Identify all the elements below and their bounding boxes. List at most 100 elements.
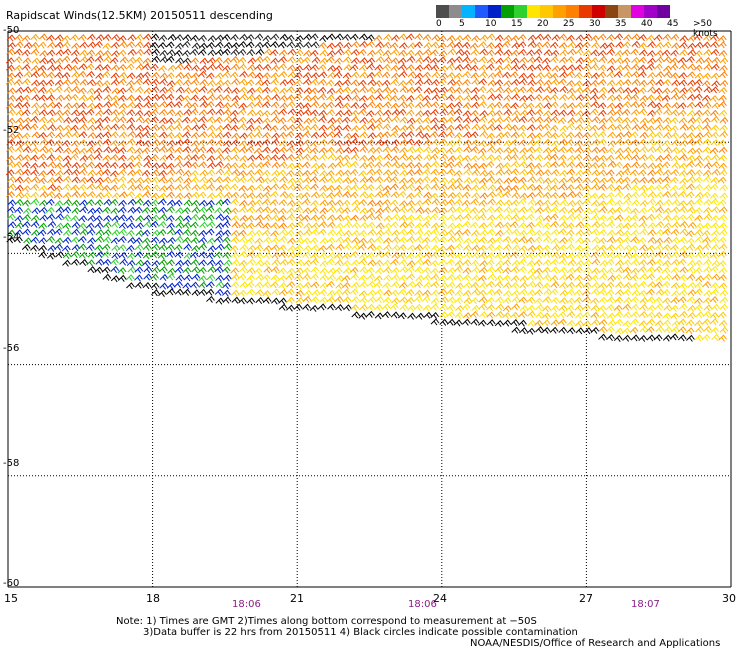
wind-barb — [46, 177, 56, 185]
wind-barb — [437, 78, 447, 86]
wind-barb — [78, 131, 88, 139]
wind-barb — [198, 161, 208, 169]
wind-barb — [630, 267, 640, 275]
wind-barb — [71, 168, 80, 176]
wind-barb — [157, 198, 167, 206]
wind-barb — [326, 33, 336, 41]
wind-barb — [478, 319, 487, 327]
wind-barb — [670, 87, 680, 95]
wind-barb — [453, 86, 463, 94]
wind-barb — [454, 154, 464, 162]
wind-barb — [534, 251, 544, 259]
wind-barb — [349, 177, 359, 185]
wind-barb — [662, 259, 672, 267]
wind-barb — [263, 48, 273, 56]
wind-barb — [367, 154, 377, 162]
wind-barb — [558, 318, 567, 326]
wind-barb — [374, 304, 383, 312]
wind-barb — [367, 101, 376, 109]
wind-barb — [381, 199, 391, 207]
wind-barb — [430, 176, 440, 184]
wind-barb — [679, 177, 689, 185]
wind-barb — [141, 237, 151, 245]
wind-barb — [526, 132, 536, 140]
wind-barb — [95, 34, 105, 42]
wind-barb — [86, 94, 96, 102]
wind-barb — [327, 214, 336, 222]
wind-barb — [15, 123, 25, 131]
wind-barb — [566, 327, 576, 335]
wind-barb — [365, 184, 375, 192]
wind-barb — [215, 274, 224, 282]
lon-label: 18 — [146, 592, 160, 605]
wind-barb — [47, 220, 57, 228]
wind-barb — [191, 266, 201, 274]
wind-barb — [447, 191, 457, 200]
wind-barb — [351, 199, 361, 207]
wind-barb — [574, 86, 584, 94]
legend-labels: 0 5 10 15 20 25 30 35 40 45 >50 knots — [436, 18, 718, 39]
wind-barb — [302, 94, 312, 102]
wind-barb — [701, 318, 711, 326]
wind-barb — [510, 160, 520, 168]
wind-barb — [495, 86, 504, 94]
wind-barb — [327, 303, 336, 311]
wind-barb — [230, 191, 240, 199]
wind-barb — [687, 281, 697, 289]
wind-barb — [510, 319, 520, 327]
wind-barb — [46, 213, 56, 221]
wind-barb — [286, 145, 295, 153]
wind-barb — [439, 108, 449, 116]
wind-barb — [669, 57, 679, 65]
wind-barb — [462, 56, 471, 64]
wind-barb — [430, 228, 440, 236]
wind-barb — [135, 72, 145, 80]
wind-barb — [478, 115, 488, 123]
wind-barb — [518, 236, 528, 244]
wind-barb — [647, 86, 657, 94]
wind-barb — [519, 252, 528, 260]
wind-barb — [638, 49, 648, 57]
wind-barb — [143, 220, 153, 228]
wind-barb — [431, 198, 441, 206]
wind-barb — [182, 34, 192, 42]
wind-barb — [327, 274, 336, 282]
wind-barb — [669, 63, 679, 71]
wind-barb — [143, 266, 153, 274]
wind-barb — [15, 222, 24, 230]
wind-barb — [326, 130, 336, 139]
wind-barb — [135, 139, 145, 147]
wind-barb — [295, 297, 305, 305]
wind-barb — [511, 296, 521, 304]
wind-barb — [591, 146, 600, 154]
wind-barb — [21, 192, 31, 200]
wind-barb — [237, 170, 247, 178]
wind-barb — [591, 116, 601, 124]
wind-barb — [373, 70, 383, 78]
wind-barb — [669, 176, 679, 184]
wind-barb — [85, 153, 95, 161]
wind-barb — [246, 101, 256, 109]
wind-barb — [287, 64, 296, 72]
wind-barb — [286, 213, 296, 221]
wind-barb — [607, 160, 617, 168]
wind-barb — [558, 33, 568, 41]
wind-barb — [718, 274, 727, 282]
wind-barb — [621, 116, 631, 125]
wind-barb — [222, 94, 232, 102]
wind-barb — [638, 310, 648, 319]
wind-barb — [334, 199, 344, 207]
lat-label: -56 — [3, 343, 20, 354]
wind-barb — [621, 168, 631, 176]
wind-barb — [606, 221, 616, 229]
wind-barb — [230, 229, 240, 237]
wind-barb — [718, 100, 727, 109]
wind-barb — [190, 131, 200, 140]
wind-barb — [158, 169, 168, 177]
wind-barb — [383, 274, 392, 282]
wind-barb — [422, 55, 432, 63]
wind-barb — [167, 64, 177, 72]
wind-barb — [295, 237, 305, 245]
wind-barb — [23, 237, 32, 245]
wind-barb — [222, 79, 232, 87]
